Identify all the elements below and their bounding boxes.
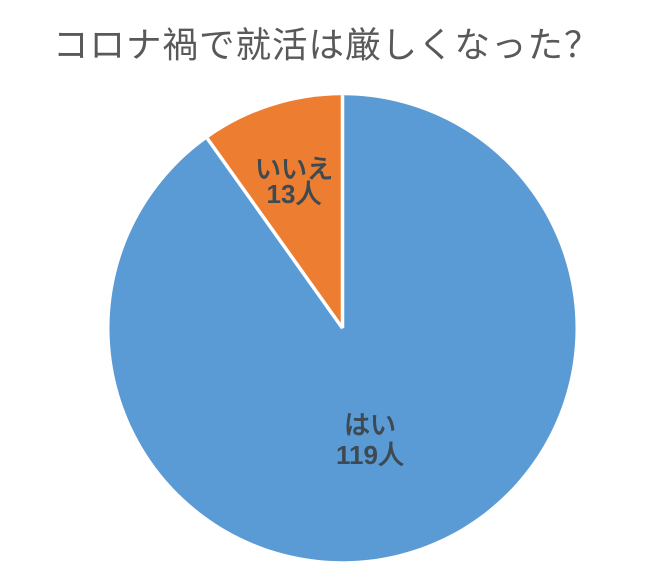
svg-text:はい: はい [344,410,396,440]
svg-text:119人: 119人 [336,440,404,470]
svg-text:13人: 13人 [267,179,322,209]
